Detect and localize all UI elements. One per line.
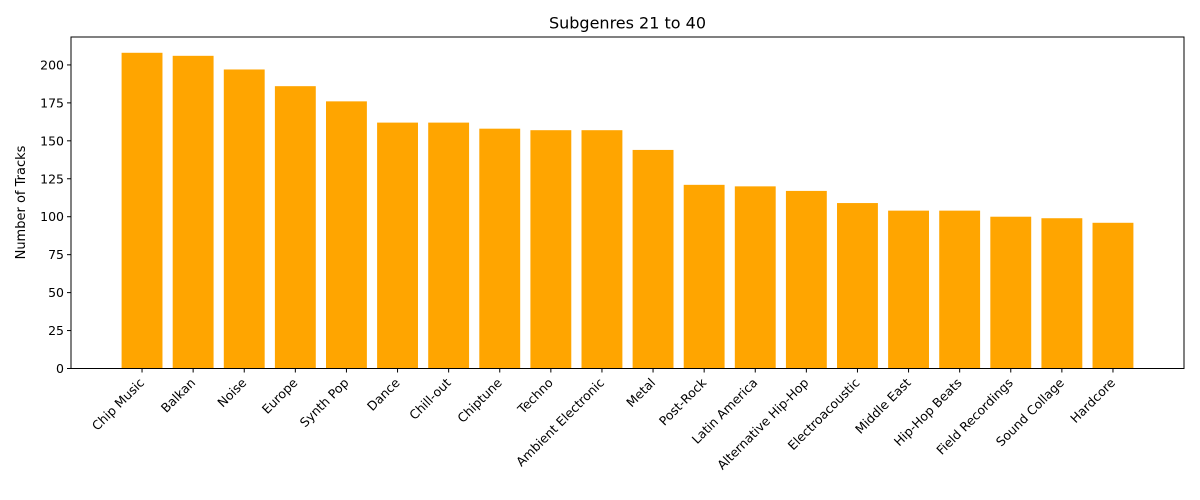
- bar-sound-collage: [1041, 218, 1083, 369]
- x-tick-label: Chip Music: [89, 375, 147, 433]
- y-tick-label: 75: [48, 247, 64, 262]
- bar-alternative-hip-hop: [785, 190, 827, 369]
- bars-group: [121, 52, 1134, 369]
- bar-hip-hop-beats: [939, 210, 981, 369]
- y-axis-ticks: 0 25 50 75 100 125 150 175 200: [40, 57, 71, 376]
- bar-field-recordings: [990, 216, 1032, 369]
- y-tick-label: 150: [40, 133, 64, 148]
- bar-techno: [530, 130, 572, 369]
- bar-latin-america: [734, 186, 776, 369]
- bar-chip-music: [121, 52, 163, 369]
- y-tick-label: 50: [48, 285, 64, 300]
- bar-electroacoustic: [837, 203, 878, 369]
- x-tick-label: Chiptune: [454, 375, 505, 426]
- plot-frame: [70, 36, 1185, 369]
- bar-balkan: [172, 55, 214, 369]
- y-tick-label: 175: [40, 95, 64, 110]
- bar-dance: [377, 122, 418, 369]
- x-tick-label: Alternative Hip-Hop: [714, 375, 812, 473]
- x-tick-label: Metal: [623, 375, 658, 410]
- bar-noise: [223, 69, 265, 369]
- y-tick-label: 0: [56, 361, 64, 376]
- y-axis-label: Number of Tracks: [14, 145, 29, 259]
- x-tick-label: Noise: [214, 375, 249, 410]
- x-tick-label: Post-Rock: [656, 374, 710, 428]
- bar-ambient-electronic: [581, 130, 623, 369]
- bar-europe: [274, 86, 316, 369]
- x-tick-label: Ambient Electronic: [513, 375, 607, 469]
- bar-hardcore: [1092, 222, 1134, 369]
- x-tick-label: Synth Pop: [297, 375, 352, 430]
- y-tick-label: 100: [40, 209, 64, 224]
- y-tick-label: 25: [48, 323, 64, 338]
- bar-middle-east: [888, 210, 930, 369]
- bar-post-rock: [683, 184, 725, 369]
- y-tick-label: 200: [40, 57, 64, 72]
- x-tick-label: Techno: [514, 375, 556, 417]
- x-tick-label: Chill-out: [406, 375, 454, 423]
- x-tick-label: Balkan: [158, 375, 199, 416]
- x-tick-label: Dance: [364, 375, 403, 414]
- y-tick-label: 125: [40, 171, 64, 186]
- x-tick-label: Europe: [259, 375, 301, 417]
- chart-title: Subgenres 21 to 40: [549, 14, 706, 33]
- bar-chill-out: [428, 122, 470, 369]
- bar-metal: [632, 149, 674, 369]
- x-tick-label: Hardcore: [1067, 375, 1118, 426]
- bar-synth-pop: [325, 101, 367, 369]
- bar-chiptune: [479, 128, 521, 369]
